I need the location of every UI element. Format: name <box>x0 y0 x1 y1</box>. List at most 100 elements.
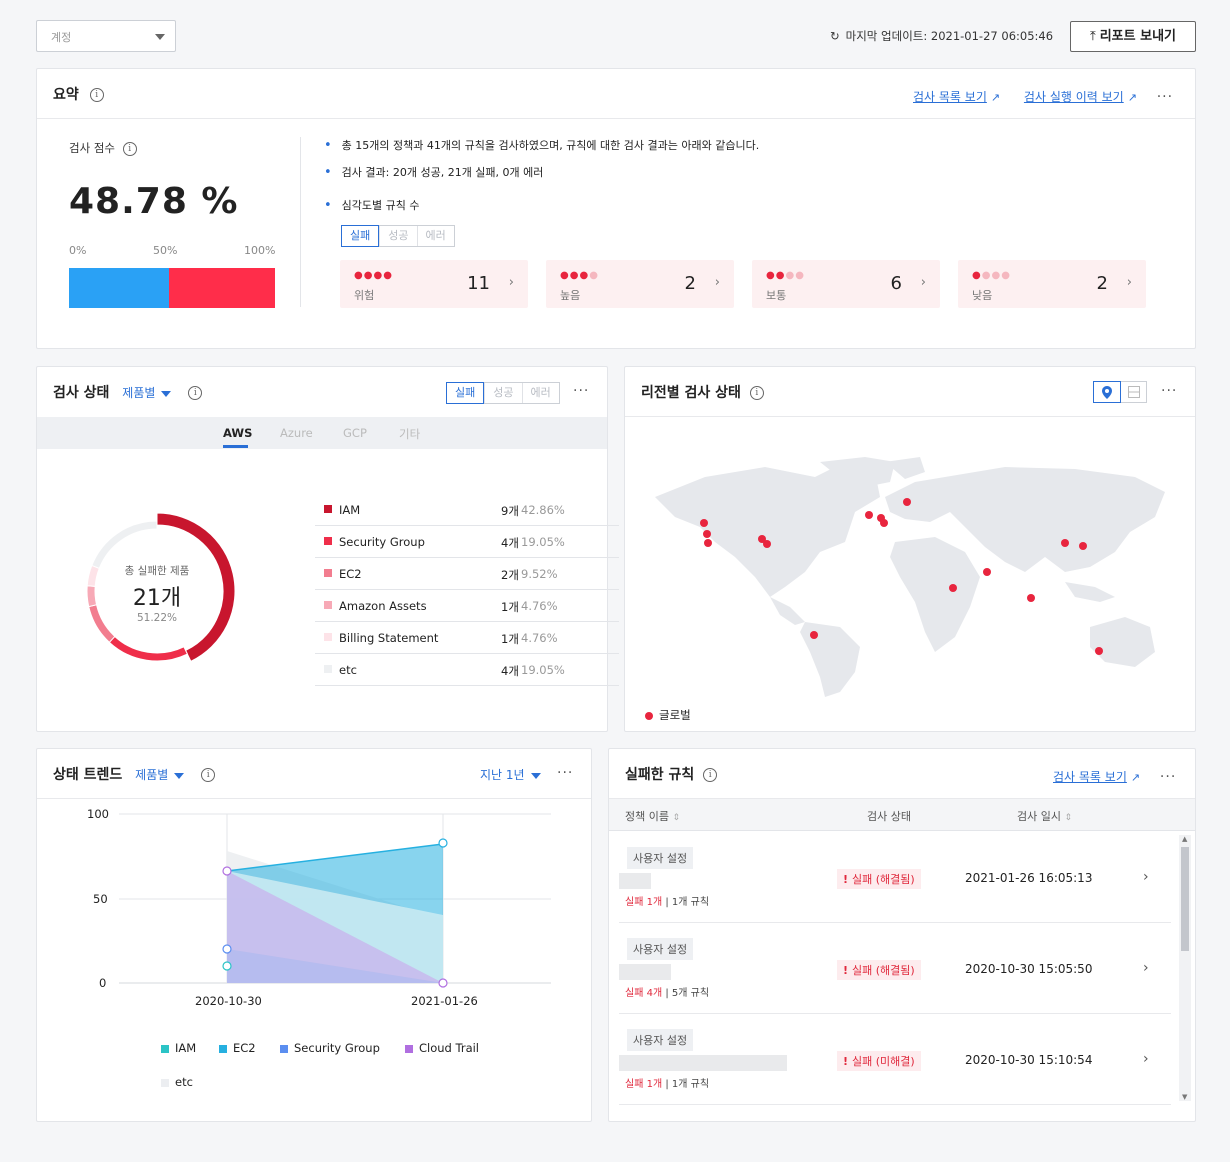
more-icon[interactable]: ··· <box>1156 89 1174 105</box>
chevron-right-icon: › <box>508 275 514 290</box>
view-history-link[interactable]: 검사 실행 이력 보기 <box>1023 90 1124 104</box>
scroll-down-icon[interactable]: ▼ <box>1182 1093 1188 1101</box>
product-legend-row[interactable]: Security Group 4개 19.05% <box>315 526 619 558</box>
map-view-button[interactable] <box>1093 381 1121 403</box>
region-marker[interactable] <box>1095 647 1103 655</box>
region-marker[interactable] <box>763 540 771 548</box>
failed-rule-row[interactable]: 사용자 설정 실패 1개 | 1개 규칙 ! 실패 (미해결) 2020-10-30 1… <box>619 1015 1171 1105</box>
tab-aws[interactable]: AWS <box>223 426 253 440</box>
region-marker[interactable] <box>703 530 711 538</box>
legend-swatch <box>405 1044 413 1053</box>
tab-success[interactable]: 성공 <box>484 383 521 403</box>
product-legend-row[interactable]: Billing Statement 1개 4.76% <box>315 622 619 654</box>
region-marker[interactable] <box>758 535 766 543</box>
scrollbar[interactable]: ▲ ▼ <box>1179 835 1191 1101</box>
info-icon[interactable]: i <box>89 88 104 102</box>
scroll-up-icon[interactable]: ▲ <box>1182 835 1188 843</box>
info-icon[interactable]: i <box>703 768 718 782</box>
failed-rule-row[interactable]: 사용자 설정 실패 1개 | 1개 규칙 ! 실패 (해결됨) 2021-01-26 1… <box>619 833 1171 923</box>
legend-cloud-trail[interactable]: Cloud Trail <box>405 1041 479 1055</box>
period-dropdown[interactable]: 지난 1년 <box>480 766 541 783</box>
region-marker[interactable] <box>880 519 888 527</box>
info-icon[interactable]: i <box>122 141 137 156</box>
view-toggle <box>1093 381 1147 403</box>
product-legend-row[interactable]: etc 4개 19.05% <box>315 654 619 686</box>
more-icon[interactable]: ··· <box>1159 769 1177 785</box>
more-icon[interactable]: ··· <box>557 765 574 781</box>
group-by-dropdown[interactable]: 제품별 <box>122 386 172 400</box>
region-marker[interactable] <box>949 584 957 592</box>
info-icon[interactable]: i <box>188 386 203 400</box>
chevron-right-icon[interactable]: › <box>1143 1051 1149 1067</box>
score-bar <box>69 268 275 308</box>
region-marker[interactable] <box>700 519 708 527</box>
region-marker[interactable] <box>1027 594 1035 602</box>
more-icon[interactable]: ··· <box>1161 383 1178 399</box>
info-icon[interactable]: i <box>749 386 764 400</box>
tab-error[interactable]: 에러 <box>416 226 454 246</box>
view-check-list-link[interactable]: 검사 목록 보기 <box>1053 770 1127 784</box>
severity-count: 2 <box>1096 273 1108 294</box>
chevron-down-icon <box>155 34 165 40</box>
donut-slice[interactable] <box>108 635 189 662</box>
region-marker[interactable] <box>983 568 991 576</box>
chevron-right-icon: › <box>920 275 926 290</box>
chevron-right-icon[interactable]: › <box>1143 869 1149 885</box>
legend-etc[interactable]: etc <box>161 1075 193 1089</box>
external-link-icon: ↗ <box>1127 91 1137 104</box>
score-label: 검사 점수 i <box>69 140 137 156</box>
product-count: 2개 <box>501 568 519 582</box>
severity-box[interactable]: ●●●● 위험 11 › <box>340 260 528 308</box>
legend-security-group[interactable]: Security Group <box>280 1041 380 1055</box>
severity-box[interactable]: ●●●● 낮음 2 › <box>958 260 1146 308</box>
report-button[interactable]: ⤒ 리포트 보내기 <box>1070 21 1196 52</box>
region-marker[interactable] <box>865 511 873 519</box>
col-policy-name[interactable]: 정책 이름 ⇕ <box>625 810 681 823</box>
tab-fail[interactable]: 실패 <box>341 225 380 247</box>
region-marker[interactable] <box>1061 539 1069 547</box>
tab-gcp[interactable]: GCP <box>343 426 367 440</box>
global-dot <box>645 711 653 720</box>
summary-result-tabs: 실패 성공 에러 <box>341 225 455 247</box>
product-legend-row[interactable]: IAM 9개 42.86% <box>315 494 619 526</box>
tab-fail[interactable]: 실패 <box>446 382 485 404</box>
col-date[interactable]: 검사 일시 ⇕ <box>1017 810 1073 823</box>
region-marker[interactable] <box>903 498 911 506</box>
severity-dots: ●●●● <box>972 270 1011 281</box>
chevron-right-icon[interactable]: › <box>1143 960 1149 976</box>
donut-slice[interactable] <box>156 513 235 662</box>
tab-success[interactable]: 성공 <box>379 226 416 246</box>
x-label-2: 2021-01-26 <box>411 994 478 1008</box>
policy-name-redacted <box>619 873 651 889</box>
donut-slice[interactable] <box>86 585 98 608</box>
summary-header: 요약 i 검사 목록 보기 ↗ 검사 실행 이력 보기 ↗ ··· <box>37 69 1195 119</box>
tab-error[interactable]: 에러 <box>521 383 559 403</box>
donut-slice[interactable] <box>91 520 158 569</box>
legend-iam[interactable]: IAM <box>161 1041 196 1055</box>
refresh-icon[interactable]: ↻ <box>830 29 840 43</box>
region-marker[interactable] <box>704 539 712 547</box>
severity-dot: ● <box>991 270 1002 281</box>
table-view-button[interactable] <box>1121 381 1147 403</box>
tab-other[interactable]: 기타 <box>399 427 421 441</box>
severity-box[interactable]: ●●●● 높음 2 › <box>546 260 734 308</box>
more-icon[interactable]: ··· <box>573 383 590 399</box>
policy-tag: 사용자 설정 <box>627 847 694 869</box>
severity-box[interactable]: ●●●● 보통 6 › <box>752 260 940 308</box>
region-marker[interactable] <box>1079 542 1087 550</box>
account-select[interactable]: 계정 <box>36 20 176 52</box>
legend-swatch <box>161 1044 169 1053</box>
scrollbar-thumb[interactable] <box>1181 847 1189 951</box>
product-legend-row[interactable]: EC2 2개 9.52% <box>315 558 619 590</box>
failed-rule-row[interactable]: 사용자 설정 실패 4개 | 5개 규칙 ! 실패 (해결됨) 2020-10-30 1… <box>619 924 1171 1014</box>
tab-azure[interactable]: Azure <box>280 426 313 440</box>
group-by-dropdown[interactable]: 제품별 <box>135 768 185 782</box>
severity-count: 11 <box>467 273 490 294</box>
view-check-list-link[interactable]: 검사 목록 보기 <box>913 90 987 104</box>
info-icon[interactable]: i <box>201 768 216 782</box>
point-sg-1 <box>222 944 232 954</box>
severity-dot: ● <box>785 270 796 281</box>
product-legend-row[interactable]: Amazon Assets 1개 4.76% <box>315 590 619 622</box>
region-marker[interactable] <box>810 631 818 639</box>
legend-ec2[interactable]: EC2 <box>219 1041 256 1055</box>
